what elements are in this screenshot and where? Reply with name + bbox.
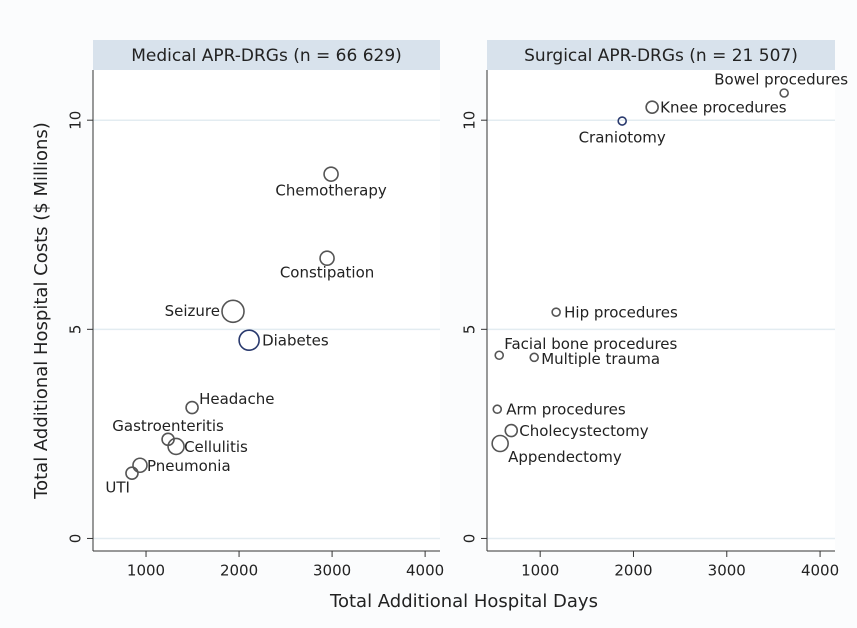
- point-label: Arm procedures: [506, 401, 626, 419]
- point: [238, 329, 260, 351]
- point-label: Knee procedures: [660, 99, 787, 117]
- x-tick-label: 3000: [708, 562, 746, 580]
- point: [221, 299, 245, 324]
- point-label: Appendectomy: [508, 448, 622, 466]
- point: [779, 88, 789, 98]
- point-label: Bowel procedures: [714, 71, 848, 89]
- point: [319, 250, 335, 267]
- point-label: Headache: [199, 390, 274, 408]
- x-tick-label: 2000: [614, 562, 652, 580]
- point: [551, 307, 561, 317]
- point: [529, 352, 540, 363]
- point-label: Multiple trauma: [541, 350, 660, 368]
- x-tick-label: 2000: [220, 562, 258, 580]
- point-label: Diabetes: [262, 332, 329, 350]
- point-label: Cholecystectomy: [519, 422, 649, 440]
- point-label: UTI: [105, 479, 130, 497]
- point: [645, 100, 659, 115]
- x-tick-label: 4000: [406, 562, 444, 580]
- point: [132, 457, 148, 474]
- x-tick-label: 1000: [521, 562, 559, 580]
- point-label: Gastroenteritis: [112, 417, 224, 435]
- point: [491, 434, 509, 453]
- point-label: Cellulitis: [184, 438, 248, 456]
- y-tick-label: 10: [461, 111, 479, 130]
- y-tick-label: 0: [461, 534, 479, 544]
- point: [125, 466, 139, 481]
- point: [617, 116, 627, 126]
- y-tick-label: 10: [67, 111, 85, 130]
- panel-header: [93, 40, 440, 70]
- point: [167, 437, 185, 456]
- point: [492, 404, 503, 415]
- point-label: Craniotomy: [579, 129, 666, 147]
- x-tick-label: 1000: [127, 562, 165, 580]
- x-tick-label: 4000: [801, 562, 839, 580]
- y-axis-title: Total Additional Hospital Costs ($ Milli…: [31, 122, 52, 500]
- point: [494, 350, 505, 361]
- plot-area: [487, 70, 835, 551]
- point-label: Pneumonia: [147, 457, 231, 475]
- point: [504, 423, 519, 438]
- point-label: Chemotherapy: [275, 182, 386, 200]
- plot-area: [93, 70, 440, 551]
- panel-header: [487, 40, 835, 70]
- point-label: Seizure: [165, 302, 220, 320]
- x-tick-label: 3000: [313, 562, 351, 580]
- point-label: Facial bone procedures: [504, 335, 677, 353]
- point-label: Hip procedures: [564, 304, 678, 322]
- y-tick-label: 0: [67, 534, 85, 544]
- x-axis-title: Total Additional Hospital Days: [329, 591, 598, 612]
- panel-title: Surgical APR-DRGs (n = 21 507): [524, 46, 798, 66]
- y-tick-label: 5: [461, 325, 479, 335]
- panel-title: Medical APR-DRGs (n = 66 629): [131, 46, 402, 66]
- point: [185, 400, 199, 415]
- point-label: Constipation: [280, 264, 374, 282]
- point: [323, 166, 339, 182]
- y-tick-label: 5: [67, 325, 85, 335]
